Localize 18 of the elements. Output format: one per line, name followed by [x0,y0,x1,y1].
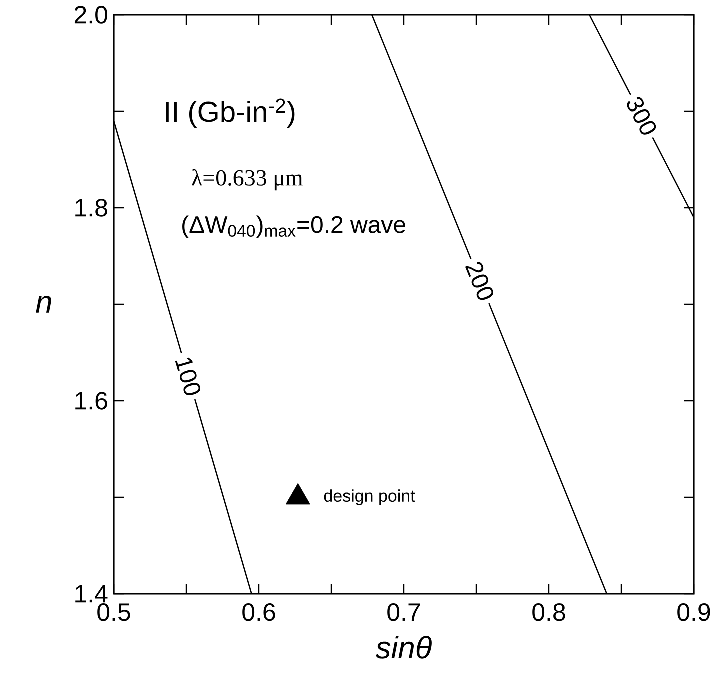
y-tick-label: 2.0 [74,6,108,24]
text: II (Gb-in$^{-2}$) [166,98,295,128]
text: 100 [175,358,201,396]
x-tick-label: 0.7 [388,604,420,622]
y-tick-label: 1.6 [76,392,108,410]
text: 200 [465,262,494,300]
y-tick-label: 1.8 [76,199,108,217]
annotation: (ΔW$_{040}$)$_{max}$=0.2 wave [182,216,406,238]
x-tick-label: 0.9 [678,604,710,622]
y-tick-label: 1.4 [76,585,108,603]
x-tick-label: 0.5 [98,604,130,622]
x-tick-label: 0.8 [532,604,566,622]
y-axis-title: n [36,296,52,313]
annotation: λ=0.633 μm [192,169,303,191]
series-label: design point [324,490,416,506]
x-tick-label: 0.6 [242,604,276,622]
legend-label: 300 [627,97,656,135]
x-axis-title: sinθ [376,636,432,659]
